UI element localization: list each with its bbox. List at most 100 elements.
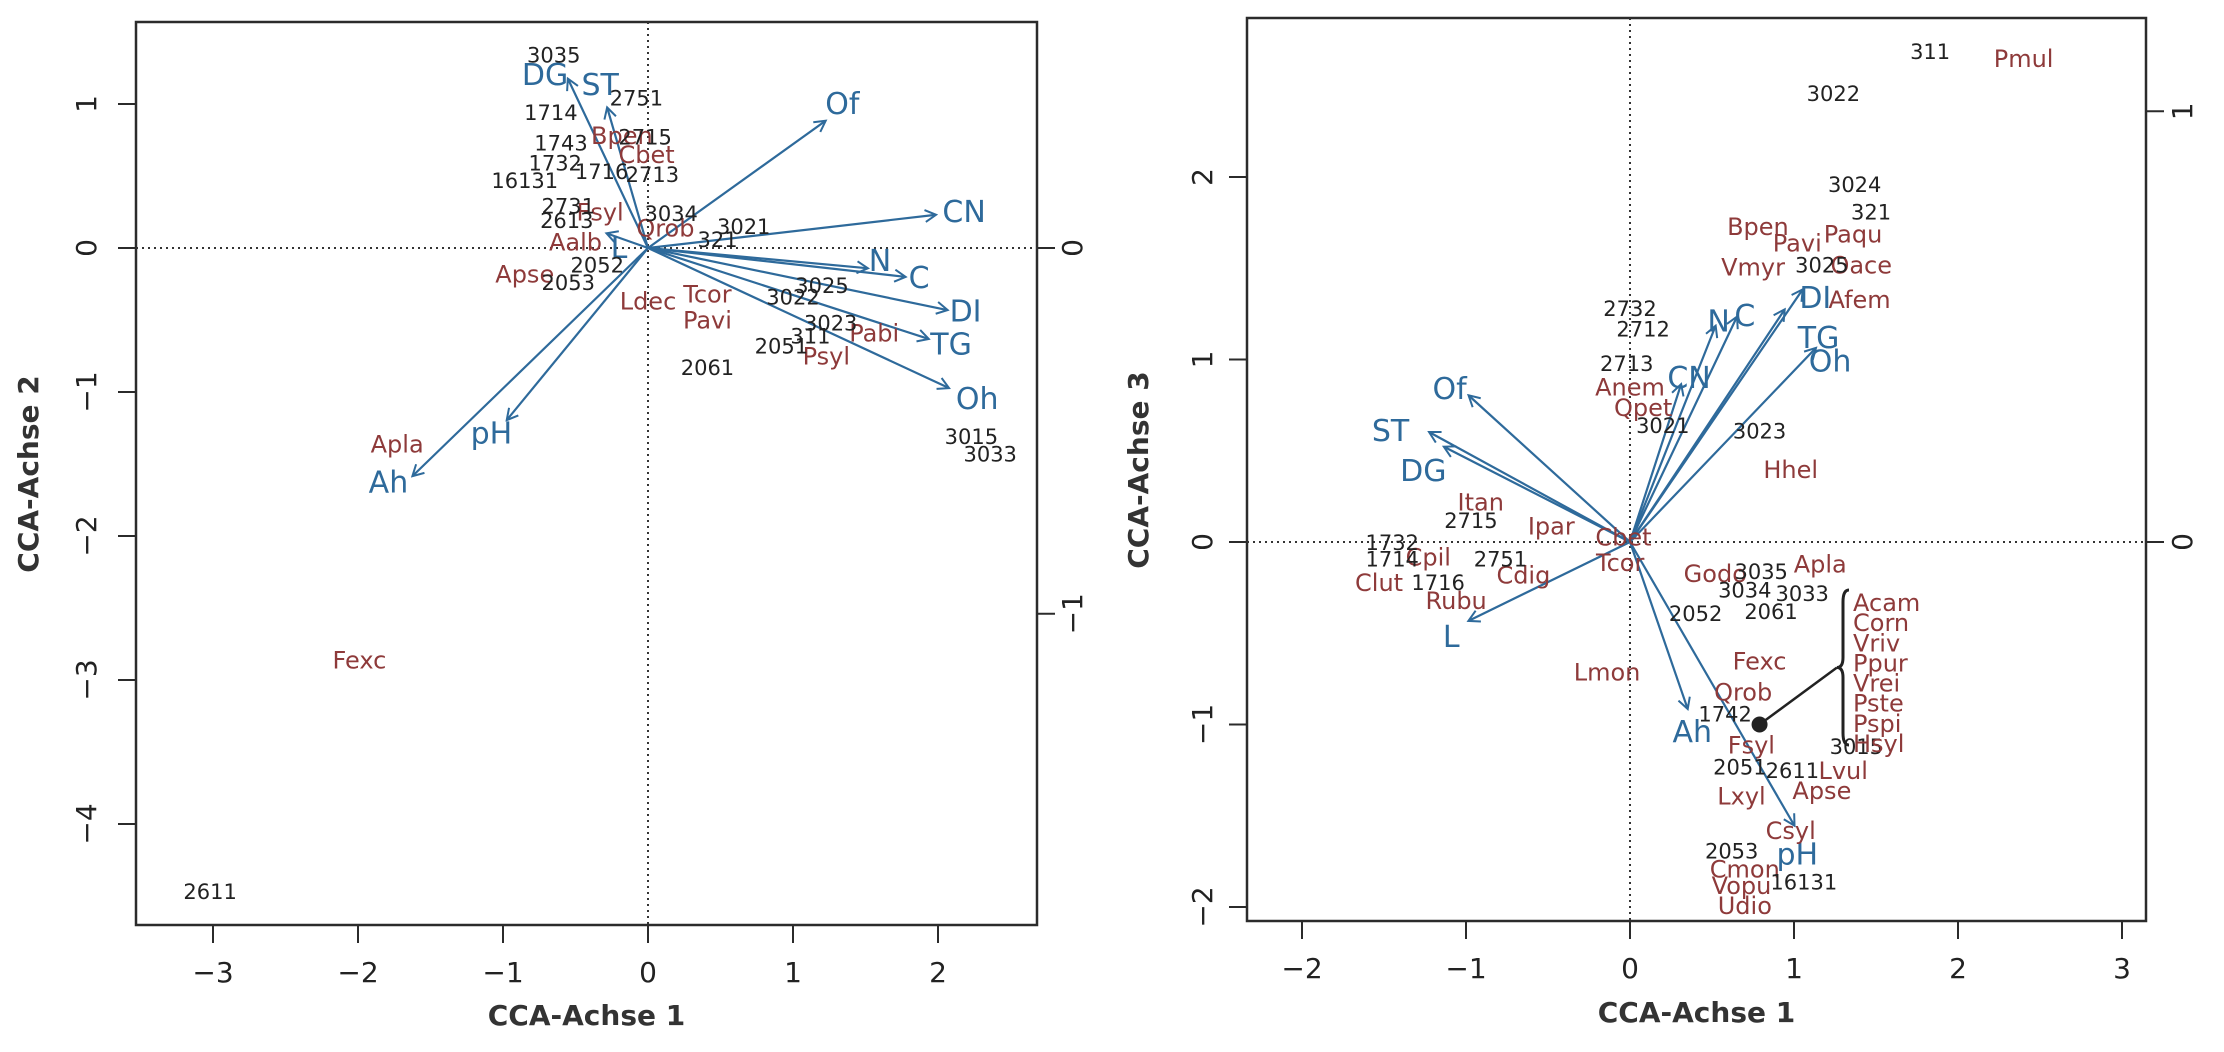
site-label: 3025 [1795,253,1848,277]
x-tick-label: 0 [639,956,657,989]
site-label: 3035 [527,43,580,67]
env-arrow-n [1628,327,1715,543]
site-label: 2751 [610,87,663,111]
x-tick-label: −1 [1445,952,1486,985]
species-label: Fsyl [577,198,624,226]
y-tick-label: 0 [70,239,103,257]
x-tick-label: 2 [929,956,947,989]
site-label: 2613 [540,209,593,233]
y-tick-label: 0 [1186,533,1219,551]
env-arrow-dg [1445,447,1631,543]
species-label: Bpen [1727,213,1789,241]
site-label: 3021 [717,215,770,239]
plot-frame [134,20,1039,927]
site-label: 3023 [1733,420,1786,444]
site-label: 3024 [1828,173,1881,197]
env-arrow-c [1629,318,1737,543]
x-axis-label: CCA-Achse 1 [1598,996,1795,1029]
species-label: Vopu [1712,872,1772,900]
site-label: 3033 [1775,582,1828,606]
site-label: 3034 [644,202,697,226]
env-arrow-dg [568,80,649,249]
y-tick-label: −2 [70,515,103,556]
env-label-st: ST [581,68,619,103]
env-label-oh: Oh [1809,345,1852,380]
species-label: Cpil [1406,543,1451,571]
y-axis-label: CCA-Achse 2 [12,375,45,572]
env-arrow-l [607,234,649,250]
site-label: 3033 [963,442,1016,466]
env-label-of: Of [825,87,861,122]
y-axis-label: CCA-Achse 3 [1122,371,1155,568]
site-label: 16131 [1770,870,1837,894]
species-label: Oace [1830,251,1892,279]
x-axis-label: CCA-Achse 1 [488,999,685,1032]
env-label-tg: TG [929,327,972,362]
site-label: 1716 [575,160,628,184]
site-label: 2715 [1444,509,1497,533]
y-tick-label: 2 [1186,168,1219,186]
site-label: 2751 [1474,547,1527,571]
site-label: 2061 [1744,600,1797,624]
site-label: 3022 [766,285,819,309]
left-biplot-panel: −3 −2 −1 0 1 2 −4 −3 −2 −1 0 1 −1 0 CCA-Achse 1 CCA-Ach… [12,20,1089,1032]
species-label: Ldec [620,288,677,316]
species-group-label: Ppur [1853,649,1908,677]
env-arrow-of [647,121,825,249]
site-label: 321 [698,228,738,252]
x-tick-label: 2 [1949,952,1967,985]
species-label: Lmon [1574,658,1641,686]
site-label: 3034 [1718,578,1771,602]
right-biplot-panel: −2 −1 0 1 2 3 −2 −1 0 1 2 0 1 CCA-Achse 1 CCA-Achse 3 O… [1122,16,2199,1029]
site-label: 2731 [542,195,595,219]
y-tick-label: −1 [1186,704,1219,745]
species-label: Cbet [1595,523,1651,551]
site-label: 3025 [795,274,848,298]
species-label: Apla [371,430,424,458]
species-label: Pabi [849,319,899,347]
y-tick-label: 1 [1186,351,1219,369]
species-label: Ipar [1528,512,1575,540]
x-tick-label: −2 [337,956,378,989]
species-label: Cmon [1710,856,1780,884]
species-label: Aalb [549,229,602,257]
species-group-label: Hsyl [1853,730,1904,758]
env-label-l: L [1443,620,1460,655]
site-label: 2611 [183,880,236,904]
site-label: 2713 [626,163,679,187]
site-label: 2052 [1669,602,1722,626]
site-label: 3023 [804,311,857,335]
species-label: Qrob [1714,678,1772,706]
site-label: 321 [1851,201,1891,225]
site-label: 16131 [491,169,558,193]
env-label-dg: DG [522,58,568,93]
env-label-cn: CN [942,195,985,230]
species-label: Cdig [1496,562,1550,590]
site-label: 2053 [542,271,595,295]
env-label-c: C [909,261,930,296]
species-label: Lvul [1818,757,1867,785]
species-label: Cbet [618,141,674,169]
y-tick-label: −3 [70,659,103,700]
site-label: 2053 [1705,839,1758,863]
site-label: 1732 [1365,531,1418,555]
env-arrow-st [607,108,650,249]
site-label: 2061 [681,356,734,380]
y-tick-label: −2 [1186,886,1219,927]
site-label: 2611 [1766,759,1819,783]
x-tick-label: 0 [1621,952,1639,985]
species-label: Pavi [683,306,732,334]
species-group-label: Acam [1853,589,1920,617]
env-label-n: N [1707,305,1729,340]
site-label: 2052 [571,254,624,278]
site-label: 3021 [1636,414,1689,438]
env-arrow-ah [1628,541,1687,708]
y-tick-label: 1 [70,95,103,113]
plot-frame [1245,16,2148,923]
species-label: Lxyl [1717,783,1765,811]
site-label: 3015 [1830,735,1883,759]
env-arrow-oh [647,247,948,388]
env-label-oh: Oh [956,382,999,417]
env-label-ph: pH [1776,837,1818,872]
env-label-c: C [1734,299,1755,334]
